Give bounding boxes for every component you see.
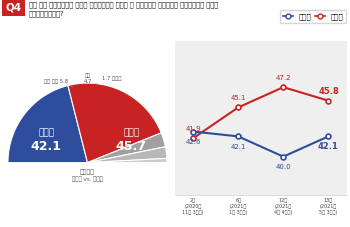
Text: 윤석열: 윤석열 <box>123 128 139 137</box>
Polygon shape <box>88 147 167 163</box>
Text: 그외 무보 5.8: 그외 무보 5.8 <box>44 79 73 87</box>
Text: 45.1: 45.1 <box>230 96 246 101</box>
Text: 이재명: 이재명 <box>38 128 54 137</box>
Text: 45.7: 45.7 <box>116 140 147 153</box>
Text: 가상대결: 가상대결 <box>80 169 95 175</box>
Text: 이재명 vs. 윤석열: 이재명 vs. 윤석열 <box>72 176 103 182</box>
Polygon shape <box>68 83 161 163</box>
Text: 42.6: 42.6 <box>185 139 201 145</box>
Legend: 이재명, 윤석열: 이재명, 윤석열 <box>280 10 346 22</box>
Text: 47.2: 47.2 <box>275 75 291 81</box>
Text: 1.7 잘모름: 1.7 잘모름 <box>96 76 121 84</box>
Polygon shape <box>88 158 167 163</box>
Polygon shape <box>88 133 166 163</box>
Text: 42.1: 42.1 <box>31 140 62 153</box>
Text: 42.1: 42.1 <box>318 142 339 151</box>
Text: 45.8: 45.8 <box>318 87 339 96</box>
Text: Q4: Q4 <box>5 3 21 13</box>
Text: 42.1: 42.1 <box>230 144 246 150</box>
Text: 40.0: 40.0 <box>275 164 291 170</box>
Text: 41.9: 41.9 <box>185 126 201 132</box>
Text: 없음
4.7: 없음 4.7 <box>83 73 92 84</box>
Polygon shape <box>8 86 88 163</box>
Text: 만약 차기 대통령선거에 이재명 경기도지사와 윤석열 전 검찰총장이 맞붙는다면 선생님께서는 누구를
지지하시겠습니까?: 만약 차기 대통령선거에 이재명 경기도지사와 윤석열 전 검찰총장이 맞붙는다… <box>29 2 218 17</box>
